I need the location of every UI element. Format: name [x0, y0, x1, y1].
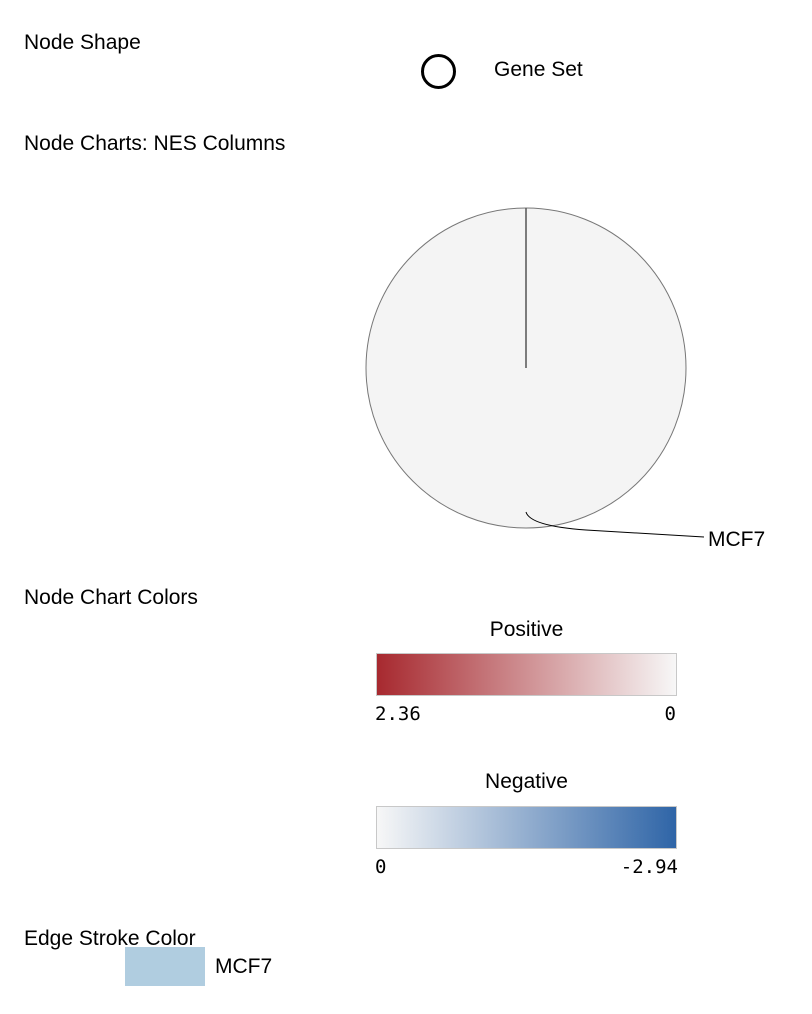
- node-chart-pie: MCF7: [365, 207, 765, 551]
- pie-label-leader-line: [525, 511, 705, 538]
- pie-slice-label: MCF7: [708, 528, 765, 551]
- negative-legend-title: Negative: [485, 770, 568, 793]
- gene-set-label: Gene Set: [494, 58, 583, 81]
- positive-legend-title: Positive: [489, 618, 564, 641]
- node-shape-title: Node Shape: [24, 31, 141, 54]
- positive-min-label: 2.36: [375, 703, 421, 725]
- node-chart-colors-title: Node Chart Colors: [24, 586, 198, 609]
- positive-max-label: 0: [664, 703, 676, 725]
- negative-min-label: 0: [375, 856, 387, 878]
- edge-color-swatch: [125, 947, 205, 986]
- circle-outline-icon: [421, 54, 456, 89]
- positive-gradient-bar: [376, 653, 677, 696]
- negative-gradient-bar: [376, 806, 677, 849]
- edge-stroke-color-title: Edge Stroke Color: [24, 927, 196, 950]
- edge-color-label: MCF7: [215, 955, 273, 978]
- negative-max-label: -2.94: [620, 856, 678, 878]
- node-charts-title: Node Charts: NES Columns: [24, 132, 286, 155]
